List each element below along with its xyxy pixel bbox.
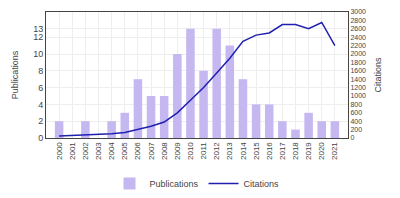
svg-text:2010: 2010 (186, 142, 195, 160)
svg-text:2200: 2200 (350, 42, 366, 49)
svg-text:Publications: Publications (10, 50, 20, 99)
svg-text:2011: 2011 (199, 142, 208, 160)
svg-text:600: 600 (350, 109, 362, 116)
svg-text:10: 10 (33, 49, 43, 59)
svg-text:1800: 1800 (350, 59, 366, 66)
svg-text:13: 13 (33, 24, 43, 34)
svg-text:2021: 2021 (330, 142, 339, 160)
svg-text:Citations: Citations (244, 179, 280, 189)
svg-text:800: 800 (350, 101, 362, 108)
svg-text:2003: 2003 (94, 142, 103, 160)
svg-text:6: 6 (38, 83, 43, 93)
svg-text:0: 0 (38, 133, 43, 143)
svg-text:1200: 1200 (350, 84, 366, 91)
svg-text:200: 200 (350, 126, 362, 133)
svg-text:2009: 2009 (173, 142, 182, 160)
svg-text:2020: 2020 (317, 142, 326, 160)
svg-text:2007: 2007 (147, 142, 156, 160)
svg-text:2000: 2000 (55, 142, 64, 160)
svg-text:1600: 1600 (350, 67, 366, 74)
svg-text:2002: 2002 (81, 142, 90, 160)
svg-text:2014: 2014 (239, 142, 248, 160)
svg-text:2016: 2016 (265, 142, 274, 160)
svg-text:2017: 2017 (278, 142, 287, 160)
svg-text:1000: 1000 (350, 92, 366, 99)
svg-text:2018: 2018 (291, 142, 300, 160)
svg-text:2400: 2400 (350, 34, 366, 41)
svg-text:2: 2 (38, 116, 43, 126)
svg-text:2800: 2800 (350, 17, 366, 24)
svg-text:2012: 2012 (212, 142, 221, 160)
svg-text:400: 400 (350, 118, 362, 125)
svg-text:2013: 2013 (225, 142, 234, 160)
svg-text:2006: 2006 (134, 142, 143, 160)
svg-text:2001: 2001 (68, 142, 77, 160)
svg-text:2008: 2008 (160, 142, 169, 160)
svg-text:4: 4 (38, 100, 43, 110)
svg-text:8: 8 (38, 66, 43, 76)
svg-text:3000: 3000 (350, 8, 366, 15)
svg-text:1400: 1400 (350, 76, 366, 83)
svg-text:12: 12 (33, 32, 43, 42)
svg-text:2019: 2019 (304, 142, 313, 160)
svg-text:0: 0 (350, 134, 354, 141)
svg-text:Citations: Citations (373, 57, 383, 93)
svg-text:Publications: Publications (150, 179, 199, 189)
svg-text:2600: 2600 (350, 25, 366, 32)
svg-text:2000: 2000 (350, 50, 366, 57)
svg-text:2004: 2004 (107, 142, 116, 160)
svg-text:2015: 2015 (252, 142, 261, 160)
svg-text:2005: 2005 (120, 142, 129, 160)
